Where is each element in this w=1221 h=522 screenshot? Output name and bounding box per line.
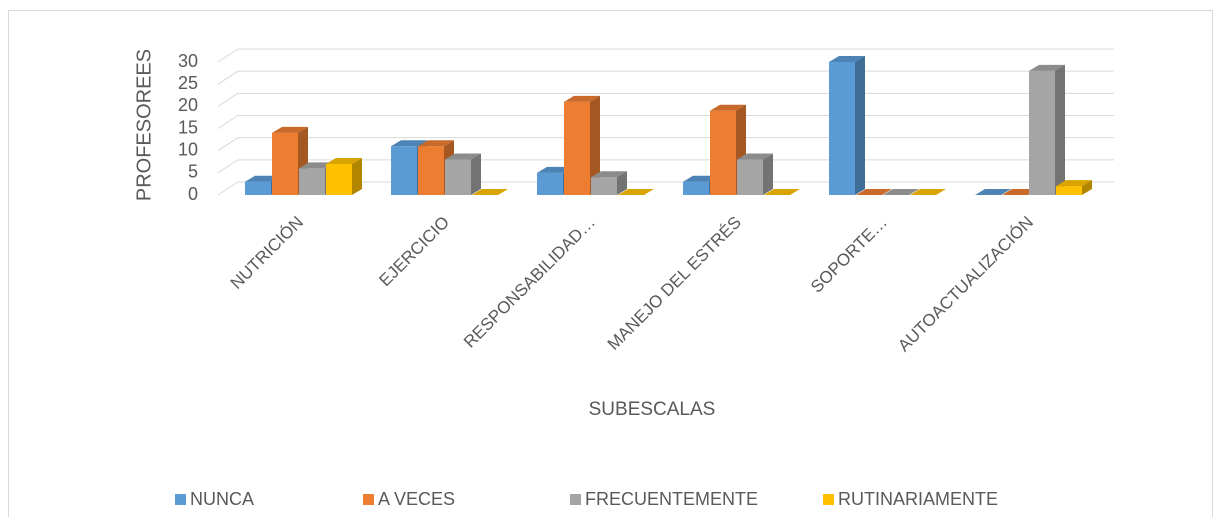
- legend-swatch: [823, 494, 834, 505]
- grid-line: [217, 70, 1114, 85]
- y-tick-label: 20: [178, 95, 198, 115]
- bar-top: [856, 189, 892, 195]
- bar-top: [1029, 64, 1065, 71]
- bar-side: [855, 56, 865, 195]
- legend-swatch: [570, 494, 581, 505]
- x-axis-title: SUBESCALAS: [589, 399, 716, 420]
- bar: [445, 153, 481, 195]
- bar: [764, 189, 800, 195]
- bar: [856, 189, 892, 195]
- bar: [1029, 64, 1065, 195]
- bar-top: [391, 140, 427, 147]
- y-tick-label: 0: [188, 184, 198, 204]
- bar-side: [590, 95, 600, 195]
- y-tick-label: 25: [178, 73, 198, 93]
- y-tick-label: 15: [178, 117, 198, 137]
- grid-line: [217, 48, 1114, 63]
- bar-front: [418, 146, 444, 195]
- x-tick-label: MANEJO DEL ESTRÉS: [604, 213, 745, 354]
- bar-front: [445, 159, 471, 195]
- legend-label: RUTINARIAMENTE: [838, 489, 998, 509]
- bar: [883, 189, 919, 195]
- legend-label: NUNCA: [190, 489, 254, 509]
- bar-top: [764, 189, 800, 195]
- bar-side: [1055, 64, 1065, 195]
- x-tick-label: AUTOACTUALIZACIÓN: [894, 213, 1037, 356]
- bar-front: [245, 181, 271, 195]
- bar-front: [326, 163, 352, 195]
- y-tick-label: 30: [178, 51, 198, 71]
- bar-top: [975, 189, 1011, 195]
- y-axis-title: PROFESOREES: [133, 49, 155, 201]
- y-tick-label: 10: [178, 139, 198, 159]
- bar: [472, 189, 508, 195]
- bar-front: [537, 172, 563, 195]
- grid-line: [217, 181, 1114, 196]
- x-tick-label: EJERCICIO: [375, 213, 453, 291]
- bar-front: [710, 110, 736, 195]
- legend-label: FRECUENTEMENTE: [585, 489, 758, 509]
- bar-top: [910, 189, 946, 195]
- bar-top: [326, 157, 362, 164]
- bar-top: [737, 153, 773, 160]
- bar-front: [1029, 70, 1055, 195]
- legend-swatch: [363, 494, 374, 505]
- bar-top: [618, 189, 654, 195]
- bar: [564, 95, 600, 195]
- bar-top: [1056, 180, 1092, 187]
- bar-front: [1056, 186, 1082, 195]
- grid-line: [217, 92, 1114, 107]
- chart-border: [8, 10, 1213, 522]
- bar-top: [445, 153, 481, 160]
- bar: [829, 56, 865, 195]
- bar: [618, 189, 654, 195]
- bar-top: [418, 140, 454, 147]
- bar-front: [829, 62, 855, 195]
- bar-top: [472, 189, 508, 195]
- bar-side: [763, 153, 773, 195]
- bar: [975, 189, 1011, 195]
- bar-top: [272, 126, 308, 133]
- bar-front: [591, 177, 617, 195]
- y-tick-label: 5: [188, 162, 198, 182]
- bar: [591, 171, 627, 195]
- bar-front: [272, 132, 298, 195]
- bar-top: [710, 104, 746, 111]
- legend-label: A VECES: [378, 489, 455, 509]
- bar-front: [737, 159, 763, 195]
- x-tick-label: SOPORTE…: [807, 213, 891, 297]
- bar: [737, 153, 773, 195]
- bar-top: [591, 171, 627, 178]
- bar: [326, 157, 362, 195]
- bar-top: [564, 95, 600, 102]
- bar-front: [299, 168, 325, 195]
- x-tick-label: RESPONSABILIDAD…: [460, 213, 599, 352]
- bar-front: [391, 146, 417, 195]
- bar-front: [564, 101, 590, 195]
- bar-top: [829, 56, 865, 62]
- bar-top: [883, 189, 919, 195]
- grid-line: [217, 159, 1114, 174]
- bar: [910, 189, 946, 195]
- bar-side: [352, 157, 362, 195]
- legend-swatch: [175, 494, 186, 505]
- bar-side: [1082, 180, 1092, 195]
- bar-side: [617, 171, 627, 195]
- grid-line: [217, 137, 1114, 152]
- bar-front: [683, 181, 709, 195]
- x-tick-label: NUTRICIÓN: [227, 213, 307, 293]
- grid-line: [217, 115, 1114, 129]
- bar: [1056, 180, 1092, 195]
- bar-side: [471, 153, 481, 195]
